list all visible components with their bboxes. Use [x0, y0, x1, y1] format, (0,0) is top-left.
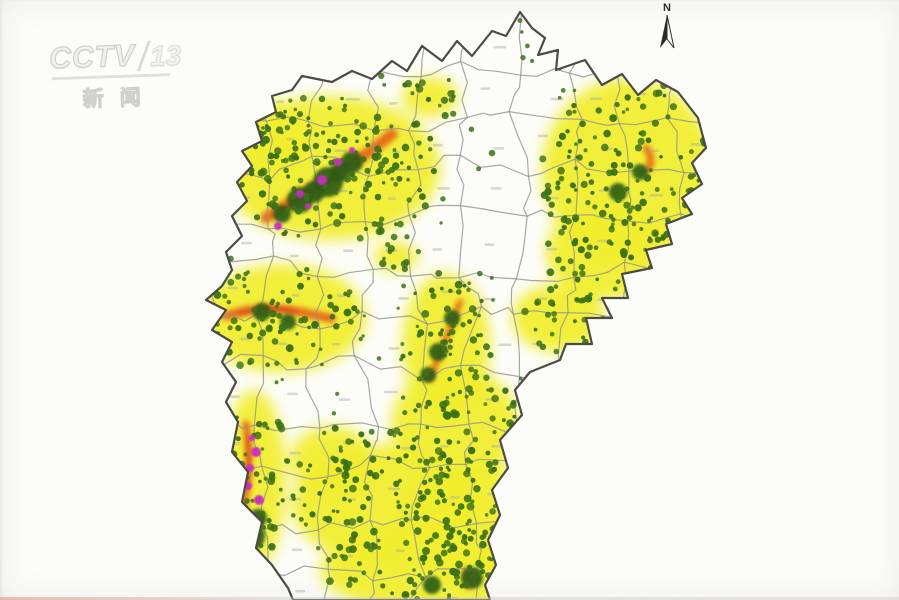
rare-record-layer — [244, 147, 355, 549]
north-arrow-icon — [660, 14, 675, 49]
compass-label: N — [663, 2, 671, 14]
north-arrow: N — [654, 3, 680, 57]
ticker-edge-strip — [0, 597, 899, 600]
province-outline — [204, 10, 708, 600]
